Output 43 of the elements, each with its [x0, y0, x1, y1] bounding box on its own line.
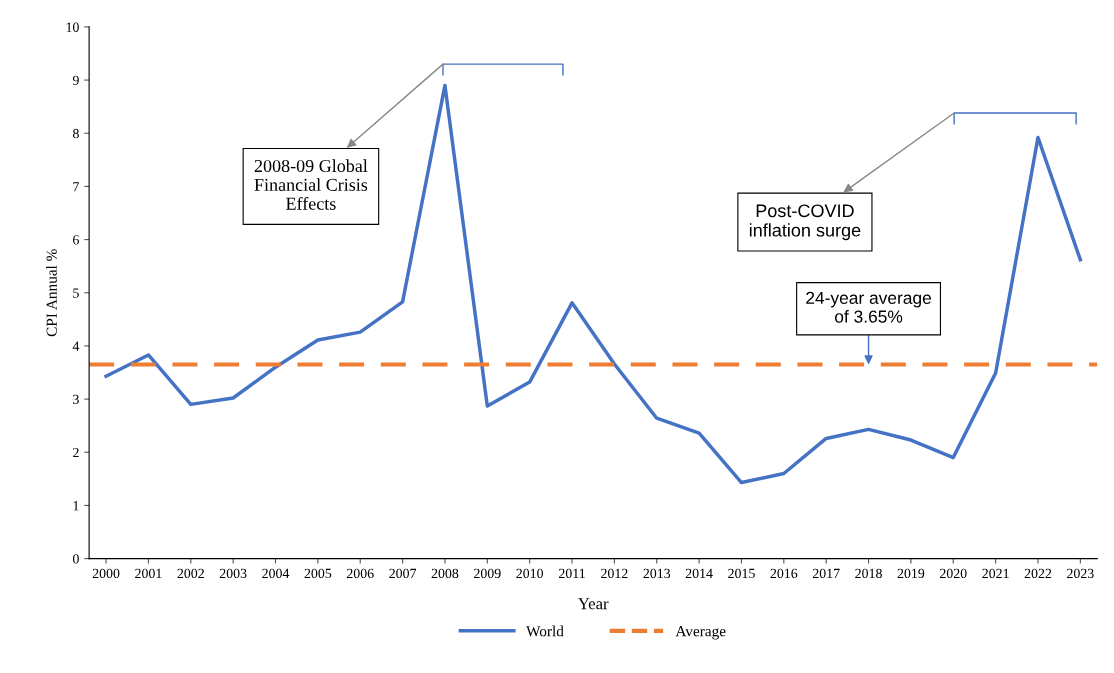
x-tick-label: 2001 [135, 568, 162, 579]
x-tick-label: 2006 [346, 568, 374, 579]
x-tick-label: 2022 [1024, 568, 1052, 579]
x-tick-label: 2015 [728, 568, 755, 579]
y-tick-label: 6 [73, 235, 79, 245]
x-tick-label: 2018 [855, 568, 882, 579]
annotation: 24-year average of 3.65% [806, 291, 931, 323]
y-tick-label: 2 [73, 447, 79, 458]
x-tick-label: 2014 [685, 568, 713, 579]
y-tick-label: 0 [72, 554, 79, 564]
x-axis-title: Year [578, 598, 609, 610]
x-tick-label: 2020 [939, 568, 967, 579]
y-tick-label: 4 [72, 341, 80, 351]
y-tick-label: 1 [73, 501, 79, 511]
x-tick-label: 2019 [897, 568, 925, 579]
y-tick-label: 3 [73, 394, 79, 405]
annotation: Post-COVID inflation surge [749, 204, 861, 241]
x-tick-label: 2008 [431, 568, 459, 579]
y-tick-label: 10 [66, 22, 79, 32]
x-tick-label: 2016 [770, 568, 798, 579]
y-tick-label: 8 [72, 128, 79, 139]
x-tick-label: 2013 [643, 568, 671, 579]
y-tick-label: 7 [73, 182, 79, 192]
y-tick-label: 5 [73, 288, 79, 298]
line-series [104, 83, 1083, 485]
x-tick-label: 2021 [982, 568, 1009, 579]
x-tick-label: 2023 [1067, 568, 1094, 579]
annotation: 2008-09 Global Financial Crisis Effects [254, 159, 368, 210]
x-tick-label: 2017 [812, 568, 840, 579]
x-tick-label: 2012 [601, 568, 628, 579]
y-axis-title: CPI Annual % [46, 249, 57, 337]
x-tick-label: 2004 [262, 568, 290, 579]
legend-label: Average [675, 626, 726, 640]
x-tick-label: 2000 [92, 568, 120, 579]
x-tick-label: 2011 [559, 568, 585, 579]
legend-label: World [526, 625, 564, 637]
x-tick-label: 2003 [219, 568, 247, 579]
x-tick-label: 2010 [516, 568, 544, 579]
x-tick-label: 2005 [304, 568, 332, 579]
x-tick-label: 2009 [474, 568, 501, 579]
y-tick-label: 9 [72, 75, 79, 86]
x-tick-label: 2002 [177, 568, 204, 579]
x-tick-label: 2007 [389, 568, 417, 579]
